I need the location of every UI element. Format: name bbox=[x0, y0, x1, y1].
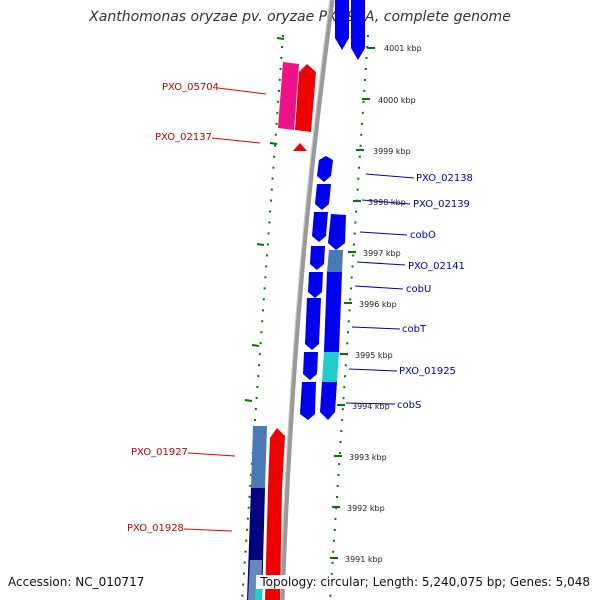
right-gene-labels: PXO_02138 PXO_02139 cobO PXO_02141 cobU … bbox=[345, 173, 473, 411]
gene-label: PXO_01925 bbox=[399, 366, 456, 377]
leader-line bbox=[354, 285, 404, 290]
left-gene-labels: PXO_05704 PXO_02137 PXO_01927 PXO_01928 bbox=[127, 82, 267, 534]
reverse-gene-top bbox=[335, 0, 365, 60]
gene-label: PXO_02139 bbox=[413, 199, 470, 210]
map-title: Xanthomonas oryzae pv. oryzae PXO99A, co… bbox=[89, 9, 511, 25]
scale-labels: 4001 kbp 4000 kbp 3999 kbp 3998 kbp 3997… bbox=[345, 44, 422, 564]
leader-line bbox=[359, 231, 408, 236]
leader-line bbox=[361, 199, 411, 205]
left-ring-ticks bbox=[244, 37, 285, 402]
leader-line bbox=[348, 368, 398, 372]
gene-label: cobU bbox=[406, 284, 431, 295]
gene-label: PXO_05704 bbox=[162, 82, 219, 93]
outer-reverse-genes bbox=[320, 214, 346, 420]
scale-label: 3994 kbp bbox=[352, 402, 390, 411]
scale-ticks bbox=[330, 47, 375, 559]
leader-line bbox=[211, 137, 261, 144]
gene-label: cobT bbox=[402, 324, 427, 335]
gene-label: PXO_02141 bbox=[408, 261, 465, 272]
gene-pxo-01928 bbox=[247, 488, 282, 600]
gene-label: cobS bbox=[397, 400, 421, 411]
inner-reverse-genes bbox=[300, 156, 333, 420]
leader-line bbox=[356, 261, 406, 266]
gene-label: PXO_02138 bbox=[416, 173, 473, 184]
scale-label: 3993 kbp bbox=[349, 453, 387, 462]
gene-label: PXO_01928 bbox=[127, 523, 184, 534]
scale-label: 4000 kbp bbox=[378, 96, 416, 105]
leader-line bbox=[187, 452, 236, 457]
leader-line bbox=[365, 173, 415, 179]
gene-pxo-02137 bbox=[293, 143, 307, 151]
genome-backbone bbox=[279, 0, 335, 600]
leader-line bbox=[351, 326, 401, 330]
scale-label: 3999 kbp bbox=[373, 147, 411, 156]
leader-line bbox=[345, 402, 396, 405]
topology-label: Topology: circular; Length: 5,240,075 bp… bbox=[256, 575, 590, 589]
backbone-highlight bbox=[279, 0, 331, 600]
gene-pxo-05704 bbox=[278, 62, 316, 132]
gene-pxo-01927 bbox=[251, 426, 285, 488]
scale-label: 3996 kbp bbox=[359, 300, 397, 309]
leader-line bbox=[217, 87, 267, 95]
gene-label: PXO_01927 bbox=[131, 447, 188, 458]
scale-label: 3991 kbp bbox=[345, 555, 383, 564]
leader-line bbox=[183, 528, 233, 532]
scale-label: 3992 kbp bbox=[347, 504, 385, 513]
gene-label: PXO_02137 bbox=[155, 132, 212, 143]
accession-label: Accession: NC_010717 bbox=[8, 575, 145, 589]
scale-label: 3995 kbp bbox=[355, 351, 393, 360]
gene-label: cobO bbox=[410, 230, 436, 241]
scale-label: 4001 kbp bbox=[384, 44, 422, 53]
scale-label: 3997 kbp bbox=[363, 249, 401, 258]
